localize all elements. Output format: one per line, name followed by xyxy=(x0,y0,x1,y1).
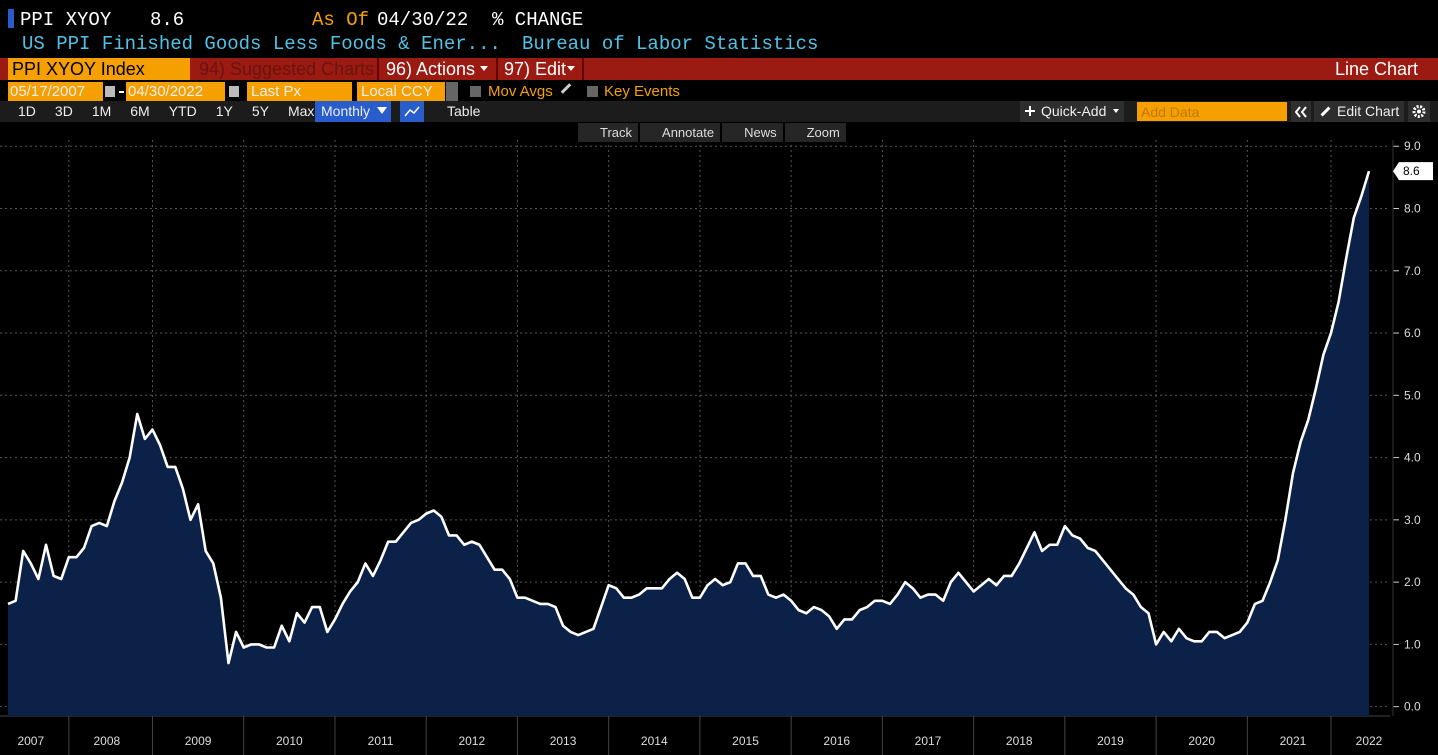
range-button[interactable]: Max xyxy=(287,103,315,119)
table-tab[interactable]: Table xyxy=(447,103,481,119)
range-button[interactable]: 3D xyxy=(54,103,73,119)
x-tick-label: 2013 xyxy=(550,734,577,748)
y-tick-label: 9.0 xyxy=(1404,139,1421,153)
last-value: 8.6 xyxy=(150,9,185,31)
edit-menu[interactable]: 97) Edit xyxy=(504,59,567,79)
end-date[interactable]: 04/30/2022 xyxy=(126,82,225,102)
plus-icon xyxy=(1025,106,1035,116)
as-of-label: As Of xyxy=(312,9,370,31)
chart-tools: Track Annotate News Zoom xyxy=(578,123,846,142)
description: US PPI Finished Goods Less Foods & Ener.… xyxy=(22,33,501,55)
suggested-charts[interactable]: 94) Suggested Charts xyxy=(197,58,379,80)
calendar-icon[interactable] xyxy=(229,86,239,97)
chart-tool[interactable]: Zoom xyxy=(784,123,846,142)
separator xyxy=(582,58,584,80)
last-value-tag xyxy=(1393,162,1433,181)
x-tick-label: 2015 xyxy=(732,734,759,748)
currency-dropdown[interactable] xyxy=(446,82,458,101)
x-tick-label: 2008 xyxy=(93,734,120,748)
y-tick-label: 0.0 xyxy=(1404,700,1421,714)
moving-averages[interactable]: Mov Avgs xyxy=(488,83,553,100)
as-of-date: 04/30/22 xyxy=(377,9,469,31)
range-button[interactable]: 5Y xyxy=(251,103,269,119)
range-buttons: 1D 3D 1M 6M YTD 1Y 5Y Max xyxy=(8,101,323,121)
range-button[interactable]: YTD xyxy=(168,103,197,119)
dropdown-arrow xyxy=(377,107,387,114)
line xyxy=(7,170,1371,665)
area-fill xyxy=(8,171,1369,716)
checkbox[interactable] xyxy=(470,86,481,97)
x-tick-label: 2014 xyxy=(641,734,668,748)
separator xyxy=(496,58,498,80)
change-label: % CHANGE xyxy=(492,9,584,31)
range-button[interactable]: 1D xyxy=(18,103,36,119)
x-tick-label: 2019 xyxy=(1097,734,1124,748)
security-field[interactable]: PPI XYOY Index xyxy=(8,58,190,80)
x-tick-label: 2021 xyxy=(1280,734,1307,748)
x-tick-label: 2007 xyxy=(17,734,44,748)
y-tick-label: 5.0 xyxy=(1404,388,1421,402)
y-tick-label: 7.0 xyxy=(1404,264,1421,278)
dropdown-arrow xyxy=(1113,109,1119,113)
range-button[interactable]: 1M xyxy=(91,103,112,119)
x-tick-label: 2018 xyxy=(1006,734,1033,748)
x-tick-label: 2022 xyxy=(1356,734,1383,748)
range-button[interactable]: 1Y xyxy=(215,103,233,119)
calendar-icon[interactable] xyxy=(105,86,115,97)
source: Bureau of Labor Statistics xyxy=(522,33,819,55)
edit-chart-button[interactable] xyxy=(1314,101,1404,122)
flag xyxy=(8,9,14,28)
y-tick-label: 2.0 xyxy=(1404,575,1421,589)
dash xyxy=(119,91,124,93)
collapse-icon[interactable] xyxy=(1291,101,1311,122)
chart: 0.0 1.0 2.0 3.0 4.0 5.0 6.0 7.0 8.0 9.0 2007 2008 20… xyxy=(0,139,1433,755)
quick-add-button[interactable] xyxy=(1020,101,1124,122)
currency[interactable]: Local CCY xyxy=(357,82,445,102)
settings-icon[interactable] xyxy=(1408,101,1430,122)
x-tick-label: 2010 xyxy=(276,734,303,748)
dropdown-arrow xyxy=(480,66,488,71)
toolbar xyxy=(0,58,1438,80)
start-date[interactable]: 05/17/2007 xyxy=(8,82,103,102)
quick-add[interactable]: Quick-Add xyxy=(1041,103,1107,119)
checkbox[interactable] xyxy=(587,86,598,97)
x-tick-label: 2017 xyxy=(915,734,942,748)
dropdown-arrow xyxy=(567,66,575,71)
last-value-label: 8.6 xyxy=(1403,164,1420,178)
y-tick-label: 8.0 xyxy=(1404,201,1421,215)
y-tick-label: 6.0 xyxy=(1404,326,1421,340)
actions-menu[interactable]: 96) Actions xyxy=(386,59,476,79)
price-field[interactable]: Last Px xyxy=(247,82,352,102)
y-tick-label: 3.0 xyxy=(1404,513,1421,527)
x-tick-label: 2011 xyxy=(368,734,394,748)
ticker: PPI XYOY xyxy=(20,9,112,31)
range-button[interactable]: 6M xyxy=(130,103,150,119)
chart-tool[interactable]: Annotate xyxy=(640,123,721,142)
y-tick-label: 4.0 xyxy=(1404,451,1421,465)
key-events[interactable]: Key Events xyxy=(604,83,680,100)
edit-chart[interactable]: Edit Chart xyxy=(1337,103,1400,119)
x-tick-label: 2009 xyxy=(185,734,212,748)
period-select[interactable]: Monthly xyxy=(315,101,391,122)
pencil-icon[interactable] xyxy=(560,83,572,94)
x-tick-label: 2020 xyxy=(1188,734,1215,748)
line-chart-icon[interactable] xyxy=(400,101,424,122)
chart-tool[interactable]: Track xyxy=(578,123,639,142)
x-tick-label: 2016 xyxy=(823,734,850,748)
chart-type: Line Chart xyxy=(1334,59,1418,79)
chart-tool[interactable]: News xyxy=(722,123,783,142)
add-data-input[interactable]: Add Data xyxy=(1137,102,1287,121)
x-tick-label: 2012 xyxy=(458,734,485,748)
y-tick-label: 1.0 xyxy=(1404,637,1421,651)
